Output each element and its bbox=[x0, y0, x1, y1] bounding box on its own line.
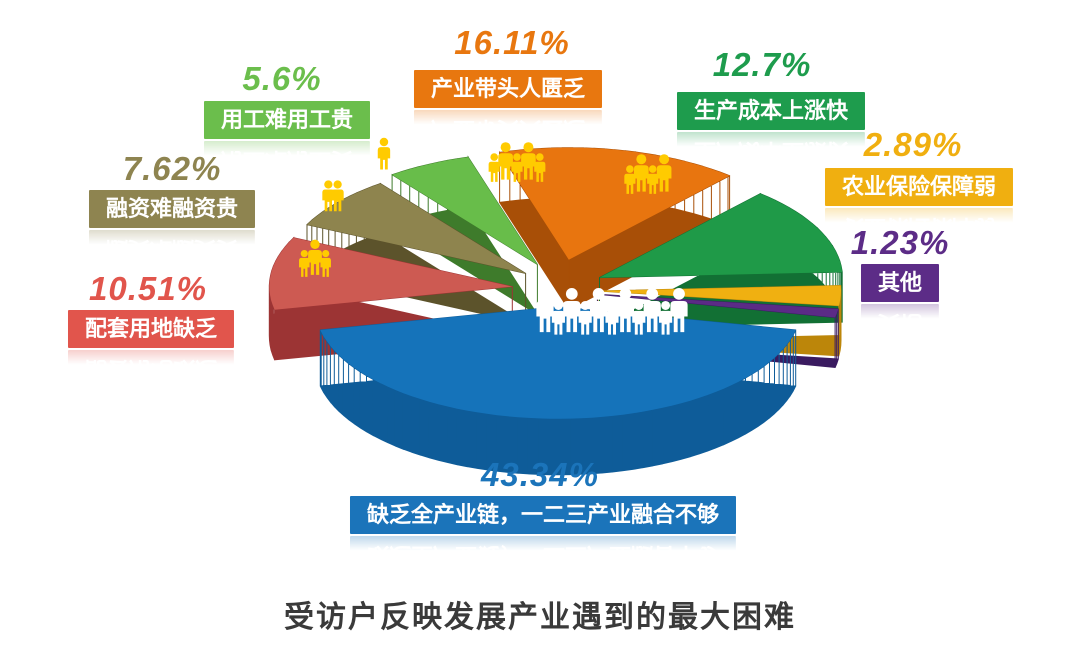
category-tag-land: 配套用地缺乏 bbox=[67, 310, 235, 348]
slice-top bbox=[598, 285, 841, 306]
slice-top bbox=[392, 157, 538, 265]
person-icon bbox=[498, 142, 513, 180]
percent-label-insurance: 2.89% bbox=[863, 126, 963, 163]
category-tag-cost: 生产成本上涨快 bbox=[676, 92, 866, 130]
percent-label-financing: 7.62% bbox=[122, 150, 222, 187]
category-tag-chain: 缺乏全产业链，一二三产业融合不够 bbox=[349, 496, 737, 534]
percent-label-leader: 16.11% bbox=[454, 24, 570, 61]
percent-label-land: 10.51% bbox=[89, 270, 207, 307]
slice-top bbox=[599, 193, 843, 278]
percent-label-labor: 5.6% bbox=[242, 60, 322, 97]
person-icon bbox=[377, 137, 391, 170]
category-tag-leader: 产业带头人匮乏 bbox=[413, 70, 603, 108]
category-tag-other: 其他 bbox=[860, 264, 940, 302]
slice-top bbox=[320, 306, 796, 419]
slice-top bbox=[269, 237, 513, 310]
category-tag-insurance: 农业保险保障弱 bbox=[824, 168, 1014, 206]
percent-label-cost: 12.7% bbox=[712, 46, 812, 83]
slice-top bbox=[307, 183, 526, 274]
percent-label-chain: 43.34% bbox=[481, 456, 599, 493]
pie-slice-chain bbox=[319, 288, 797, 476]
person-icon bbox=[488, 153, 500, 182]
people-icons-labor bbox=[377, 137, 391, 170]
slice-top bbox=[499, 147, 730, 260]
pie-slice-leader bbox=[488, 142, 731, 312]
pie-slices bbox=[268, 137, 843, 476]
slice-top bbox=[597, 294, 839, 318]
percent-label-other: 1.23% bbox=[850, 224, 950, 261]
category-tag-labor: 用工难用工贵 bbox=[203, 101, 371, 139]
category-tag-financing: 融资难融资贵 bbox=[88, 190, 256, 228]
chart-title: 受访户反映发展产业遇到的最大困难 bbox=[284, 601, 796, 634]
